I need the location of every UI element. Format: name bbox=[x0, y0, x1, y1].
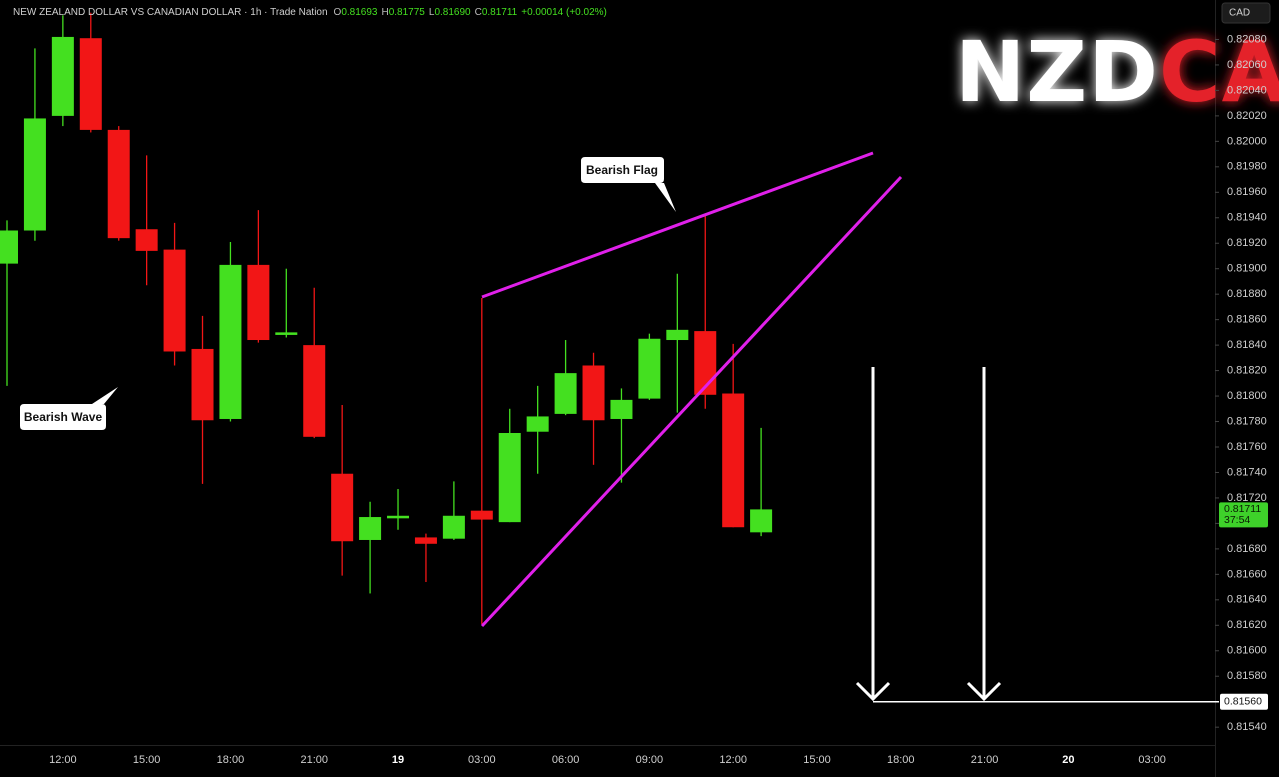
y-tick-label: 0.81960 bbox=[1227, 186, 1267, 198]
y-tick-label: 0.81800 bbox=[1227, 390, 1267, 402]
candle-body bbox=[163, 249, 186, 352]
x-tick-label: 12:00 bbox=[49, 754, 77, 766]
price-label: 0.81711 bbox=[1224, 503, 1261, 515]
ohlc-key: C bbox=[475, 7, 482, 18]
callout-box bbox=[20, 387, 118, 430]
candle-body bbox=[442, 515, 465, 539]
y-tick-label: 0.81860 bbox=[1227, 314, 1267, 326]
y-tick-label: 0.81740 bbox=[1227, 466, 1267, 478]
y-tick-label: 0.82020 bbox=[1227, 110, 1267, 122]
x-tick-label: 12:00 bbox=[719, 754, 747, 766]
callout-text: Bearish Wave bbox=[24, 410, 103, 424]
y-tick-label: 0.81840 bbox=[1227, 339, 1267, 351]
ohlc-value: 0.81690 bbox=[434, 7, 471, 18]
candle-body bbox=[247, 264, 270, 341]
x-tick-label: 19 bbox=[392, 754, 404, 766]
x-tick-label: 03:00 bbox=[468, 754, 496, 766]
candle-body bbox=[331, 473, 354, 542]
x-tick-label: 06:00 bbox=[552, 754, 580, 766]
x-tick-label: 21:00 bbox=[300, 754, 328, 766]
currency-button-label[interactable]: CAD bbox=[1229, 8, 1250, 19]
price-label-box bbox=[1219, 502, 1268, 528]
candle-body bbox=[23, 118, 46, 231]
y-tick-label: 0.81940 bbox=[1227, 212, 1267, 224]
candle-body bbox=[191, 348, 214, 421]
y-tick-label: 0.81820 bbox=[1227, 364, 1267, 376]
logo-base: NZD bbox=[955, 23, 1159, 121]
y-tick-label: 0.81720 bbox=[1227, 492, 1267, 504]
y-tick-label: 0.81760 bbox=[1227, 441, 1267, 453]
y-tick-label: 0.81920 bbox=[1227, 237, 1267, 249]
candle-body bbox=[638, 338, 661, 399]
candle-body bbox=[610, 399, 633, 419]
x-tick-label: 18:00 bbox=[217, 754, 245, 766]
x-tick-label: 15:00 bbox=[803, 754, 831, 766]
x-tick-label: 03:00 bbox=[1138, 754, 1166, 766]
candle-body bbox=[414, 537, 437, 544]
candle-body bbox=[582, 365, 605, 421]
y-tick-label: 0.82000 bbox=[1227, 135, 1267, 147]
currency-button[interactable] bbox=[1221, 2, 1271, 24]
candle-body bbox=[359, 517, 382, 540]
ohlc-key: L bbox=[429, 7, 435, 18]
target-label: 0.81560 bbox=[1224, 695, 1262, 707]
y-tick-label: 0.81680 bbox=[1227, 543, 1267, 555]
down-arrow bbox=[966, 367, 1002, 702]
candle-body bbox=[498, 432, 521, 523]
candle-body bbox=[79, 38, 102, 130]
y-tick-label: 0.82060 bbox=[1227, 59, 1267, 71]
y-tick-label: 0.81620 bbox=[1227, 619, 1267, 631]
flag-lower-line bbox=[480, 175, 903, 628]
candle-body bbox=[722, 393, 745, 528]
y-tick-label: 0.81900 bbox=[1227, 263, 1267, 275]
ohlc-key: O bbox=[334, 7, 342, 18]
y-tick-label: 0.82080 bbox=[1227, 33, 1267, 45]
symbol-title: NEW ZEALAND DOLLAR VS CANADIAN DOLLAR · … bbox=[13, 7, 328, 18]
candle-body bbox=[303, 345, 326, 437]
callout-box bbox=[581, 157, 676, 212]
candle-body bbox=[0, 230, 18, 264]
ohlc-value: 0.81693 bbox=[341, 7, 378, 18]
candle-body bbox=[554, 373, 577, 414]
y-tick-label: 0.81880 bbox=[1227, 288, 1267, 300]
candle-body bbox=[135, 229, 158, 251]
change: +0.00014 (+0.02%) bbox=[521, 7, 607, 18]
flag-upper-line bbox=[481, 151, 874, 299]
down-arrow bbox=[855, 367, 891, 702]
logo: NZDCAD bbox=[955, 23, 1279, 121]
candle-body bbox=[219, 264, 242, 419]
header: NEW ZEALAND DOLLAR VS CANADIAN DOLLAR · … bbox=[13, 7, 607, 18]
ohlc-value: 0.81711 bbox=[482, 7, 518, 18]
y-tick-label: 0.81980 bbox=[1227, 161, 1267, 173]
target-label-box bbox=[1220, 693, 1268, 710]
y-tick-label: 0.81540 bbox=[1227, 721, 1267, 733]
ohlc-value: 0.81775 bbox=[389, 7, 426, 18]
callout-text: Bearish Flag bbox=[586, 163, 658, 177]
candle-body bbox=[51, 36, 74, 116]
candle-body bbox=[107, 129, 130, 239]
x-tick-label: 20 bbox=[1062, 754, 1074, 766]
candle-body bbox=[387, 515, 410, 519]
x-tick-label: 18:00 bbox=[887, 754, 915, 766]
y-tick-label: 0.82040 bbox=[1227, 84, 1267, 96]
y-tick-label: 0.81580 bbox=[1227, 670, 1267, 682]
candle-body bbox=[275, 332, 298, 335]
countdown: 37:54 bbox=[1224, 514, 1250, 526]
candle-body bbox=[666, 329, 689, 341]
x-tick-label: 09:00 bbox=[636, 754, 664, 766]
y-tick-label: 0.81780 bbox=[1227, 415, 1267, 427]
candle-body bbox=[750, 509, 773, 533]
plot-area bbox=[0, 12, 773, 625]
x-tick-label: 21:00 bbox=[971, 754, 999, 766]
y-tick-label: 0.81640 bbox=[1227, 594, 1267, 606]
candle-body bbox=[526, 416, 549, 432]
x-tick-label: 15:00 bbox=[133, 754, 161, 766]
y-tick-label: 0.81660 bbox=[1227, 568, 1267, 580]
y-tick-label: 0.81600 bbox=[1227, 645, 1267, 657]
ohlc-key: H bbox=[381, 7, 388, 18]
candle-body bbox=[470, 510, 493, 520]
